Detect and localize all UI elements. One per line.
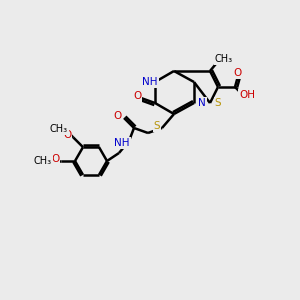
Text: NH: NH xyxy=(114,138,130,148)
Text: CH₃: CH₃ xyxy=(34,156,52,166)
Text: S: S xyxy=(154,121,160,131)
Text: O: O xyxy=(51,154,59,164)
Text: OH: OH xyxy=(239,90,255,100)
Text: O: O xyxy=(114,111,122,121)
Text: O: O xyxy=(63,130,71,140)
Text: NH: NH xyxy=(142,77,158,87)
Text: O: O xyxy=(234,68,242,78)
Text: CH₃: CH₃ xyxy=(215,54,233,64)
Text: S: S xyxy=(154,121,160,131)
Text: N: N xyxy=(198,98,206,108)
Text: S: S xyxy=(215,98,221,108)
Text: O: O xyxy=(133,91,141,101)
Text: CH₃: CH₃ xyxy=(50,124,68,134)
